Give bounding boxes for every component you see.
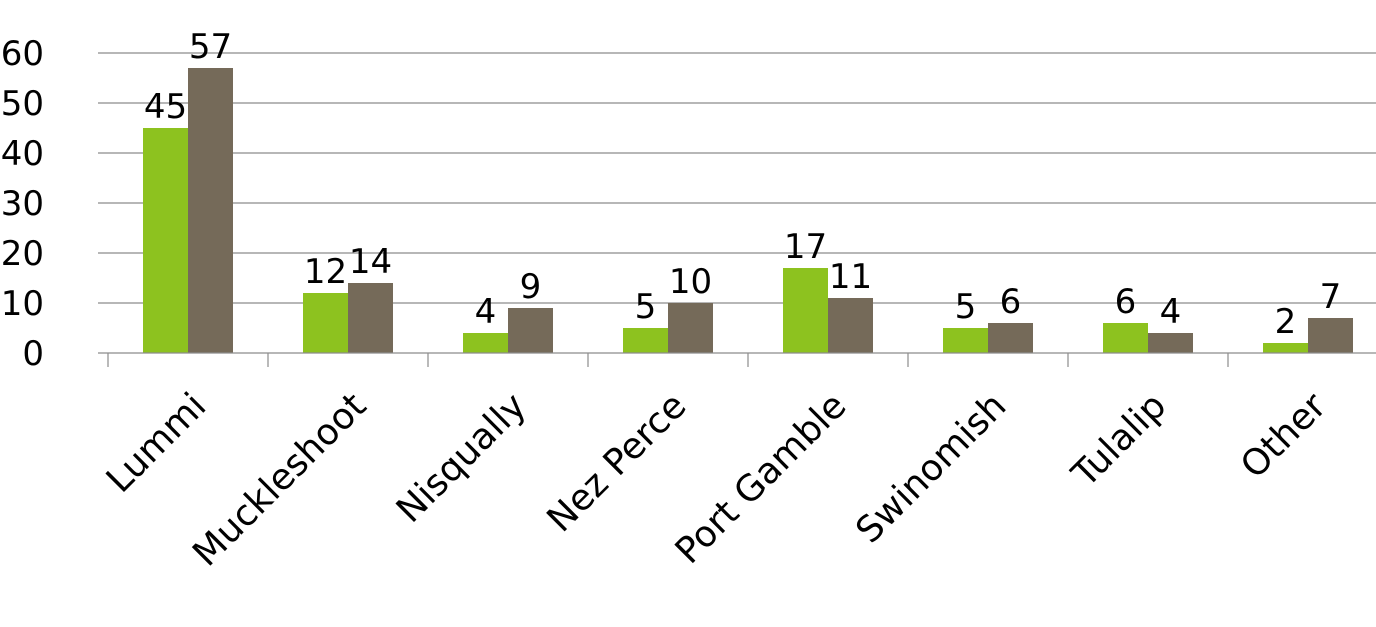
bar-series-1-lummi — [143, 128, 188, 353]
bar-series-1-nisqually — [463, 333, 508, 353]
data-label: 4 — [1160, 292, 1182, 332]
bar-series-1-nez-perce — [623, 328, 668, 353]
data-label: 17 — [784, 227, 827, 267]
data-label: 7 — [1320, 277, 1342, 317]
bar-series-2-swinomish — [988, 323, 1033, 353]
data-label: 11 — [829, 257, 872, 297]
data-label: 2 — [1275, 302, 1297, 342]
y-tick-label: 20 — [1, 234, 44, 274]
y-tick-label: 10 — [1, 284, 44, 324]
bar-series-1-muckleshoot — [303, 293, 348, 353]
bar-series-2-lummi — [188, 68, 233, 353]
y-tick-label: 50 — [1, 84, 44, 124]
gridlines — [98, 52, 1376, 304]
category-label-swinomish: Swinomish — [848, 385, 1014, 551]
x-axis — [98, 352, 1376, 367]
bar-series-2-other — [1308, 318, 1353, 353]
data-label: 5 — [635, 287, 657, 327]
data-label: 6 — [1000, 282, 1022, 322]
data-label: 4 — [475, 292, 497, 332]
data-label: 9 — [520, 267, 542, 307]
bar-series-1-swinomish — [943, 328, 988, 353]
bar-series-1-port-gamble — [783, 268, 828, 353]
bar-series-2-tulalip — [1148, 333, 1193, 353]
bar-series-1-other — [1263, 343, 1308, 353]
data-label: 5 — [955, 287, 977, 327]
y-axis-tick-labels: 0 10 20 30 40 50 60 — [1, 34, 44, 374]
bar-series-2-nisqually — [508, 308, 553, 353]
y-tick-label: 60 — [1, 34, 44, 74]
data-label: 57 — [189, 27, 232, 67]
category-label-port-gamble: Port Gamble — [668, 385, 855, 572]
category-label-tulalip: Tulalip — [1064, 385, 1174, 495]
y-tick-label: 0 — [22, 334, 44, 374]
data-label: 45 — [144, 87, 187, 127]
y-tick-label: 30 — [1, 184, 44, 224]
y-tick-label: 40 — [1, 134, 44, 174]
data-label: 10 — [669, 262, 712, 302]
data-label: 14 — [349, 242, 392, 282]
category-label-other: Other — [1233, 385, 1334, 486]
bar-series-1-tulalip — [1103, 323, 1148, 353]
data-label: 6 — [1115, 282, 1137, 322]
category-label-lummi: Lummi — [99, 385, 215, 501]
category-label-nez-perce: Nez Perce — [540, 385, 695, 540]
bar-series-2-nez-perce — [668, 303, 713, 353]
bar-series-2-muckleshoot — [348, 283, 393, 353]
category-label-nisqually: Nisqually — [389, 385, 534, 530]
bars — [143, 68, 1353, 353]
bar-series-2-port-gamble — [828, 298, 873, 353]
data-label: 12 — [304, 252, 347, 292]
